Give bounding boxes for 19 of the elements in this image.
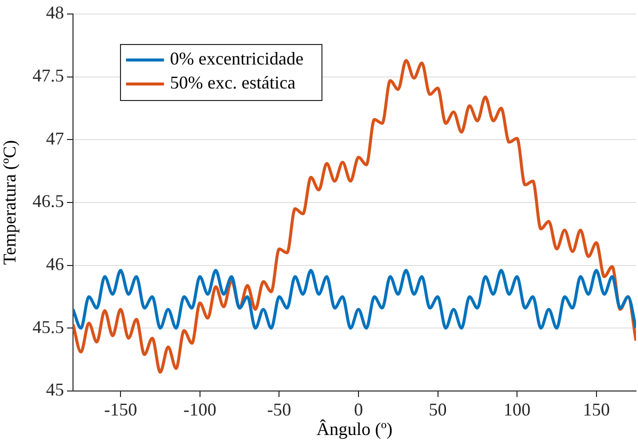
x-tick-label: 150 [582,400,610,420]
legend-label: 50% exc. estática [170,72,296,93]
x-tick-label: 100 [504,400,531,420]
y-tick-label: 45.5 [32,316,64,337]
x-tick-label: -150 [104,400,138,420]
line-series [73,268,636,330]
legend-label: 0% excentricidade [170,48,304,69]
x-tick-label: 50 [428,400,447,420]
y-tick-label: 47 [46,128,64,148]
x-tick-label: -50 [267,400,292,420]
y-tick-label: 47.5 [32,66,64,86]
x-tick-label: -100 [183,400,216,420]
y-axis-title: Temperatura (ºC) [0,140,20,265]
y-tick-label: 46.5 [32,191,64,212]
y-tick-label: 45 [46,380,64,400]
x-axis-title: Ângulo (º) [316,418,393,439]
x-tick-label: 0 [354,400,363,420]
y-tick-label: 48 [46,2,64,23]
y-tick-label: 46 [46,254,64,274]
